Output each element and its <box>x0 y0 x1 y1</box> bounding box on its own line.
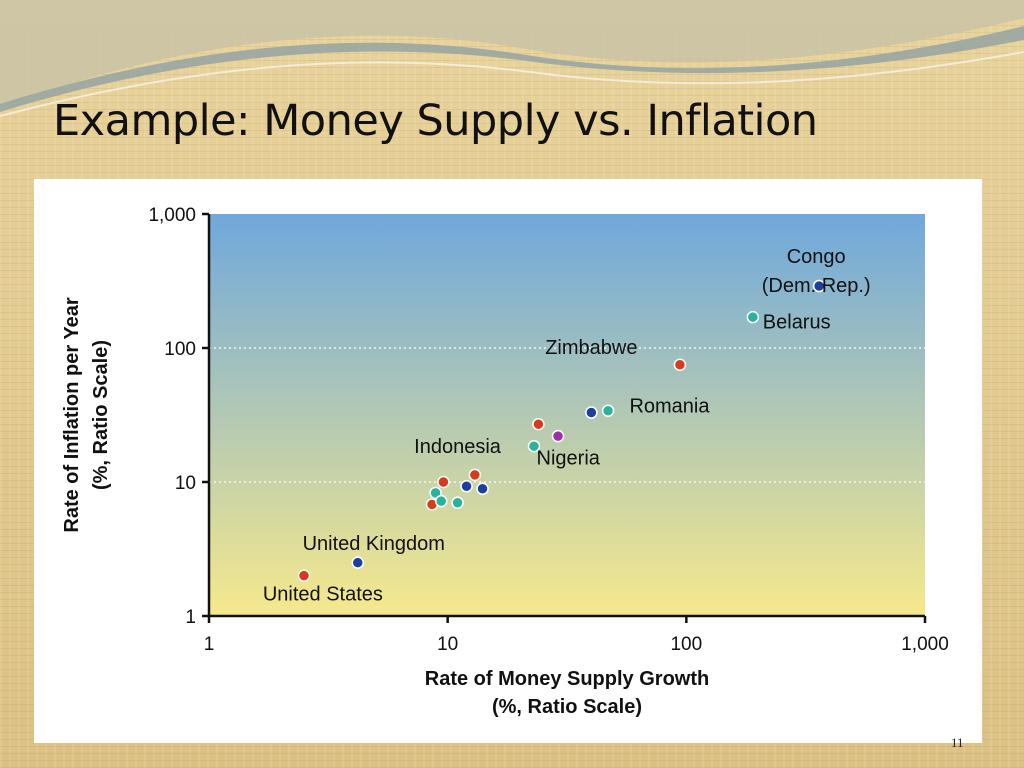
data-point <box>435 494 448 508</box>
data-point <box>476 482 489 496</box>
country-label: Congo <box>787 246 846 268</box>
slide-title: Example: Money Supply vs. Inflation <box>53 96 818 146</box>
y-tick-label: 100 <box>164 339 196 360</box>
wave-line-light <box>0 51 1024 117</box>
data-point <box>460 479 473 493</box>
country-label: Romania <box>629 396 710 418</box>
slide-wave-decoration <box>0 0 1024 117</box>
data-point <box>468 468 482 482</box>
data-point <box>297 569 311 582</box>
y-tick-label: 1 <box>185 607 196 628</box>
country-label: Belarus <box>763 311 831 333</box>
y-axis-title: (%, Ratio Scale) <box>90 340 112 490</box>
chart-panel: 1 10 100 1,000 1 10 100 1,000 Rate of Money Supp… <box>34 179 982 743</box>
x-axis-title: Rate of Money Supply Growth <box>425 668 709 690</box>
country-label: United Kingdom <box>303 533 445 555</box>
country-label: Nigeria <box>537 448 601 470</box>
x-tick-label: 10 <box>437 634 458 655</box>
plot-area <box>209 214 925 616</box>
x-tick-label: 100 <box>670 634 702 655</box>
y-tick-label: 10 <box>175 473 196 494</box>
data-point <box>451 496 464 510</box>
y-tick-label: 1,000 <box>148 205 196 226</box>
country-label: Zimbabwe <box>545 337 637 359</box>
data-point <box>351 556 364 569</box>
data-point <box>437 475 450 489</box>
wave-band-back <box>0 0 1024 108</box>
country-label: Indonesia <box>414 436 502 458</box>
data-point <box>527 439 541 453</box>
data-point <box>532 417 545 431</box>
data-point <box>585 406 598 419</box>
country-label: (Dem. Rep.) <box>762 275 871 297</box>
x-axis-title: (%, Ratio Scale) <box>492 696 642 718</box>
data-point <box>746 310 760 324</box>
data-point <box>812 279 826 293</box>
x-tick-label: 1 <box>204 634 215 655</box>
scatter-chart: 1 10 100 1,000 1 10 100 1,000 Rate of Money Supp… <box>61 205 949 718</box>
data-point <box>601 404 615 418</box>
slide-number: 11 <box>951 735 964 750</box>
y-axis-title: Rate of Inflation per Year <box>61 297 83 532</box>
data-point <box>551 429 565 443</box>
country-label: United States <box>263 584 383 606</box>
data-point <box>673 358 687 371</box>
x-tick-label: 1,000 <box>901 634 949 655</box>
